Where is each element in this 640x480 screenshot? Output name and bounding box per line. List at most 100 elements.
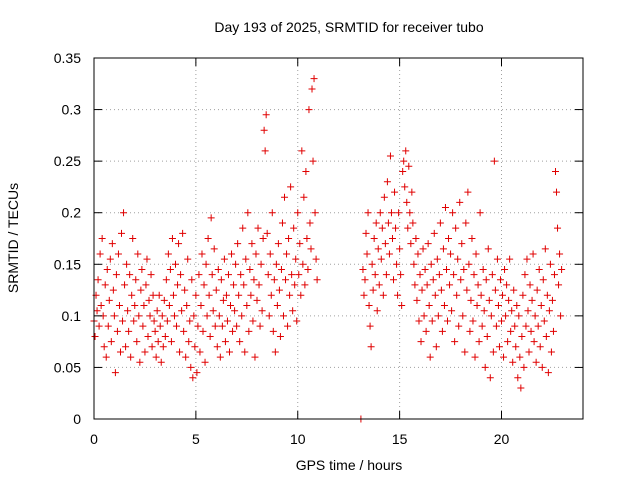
data-point (142, 281, 150, 289)
data-point (212, 286, 220, 294)
data-point (430, 229, 438, 237)
data-point (209, 307, 217, 315)
data-point (501, 265, 509, 273)
data-point (177, 271, 185, 279)
data-point (425, 302, 433, 310)
data-point (250, 276, 258, 284)
data-point (154, 338, 162, 346)
data-point (448, 307, 456, 315)
data-point (202, 260, 210, 268)
data-point (232, 260, 240, 268)
data-point (382, 271, 390, 279)
data-point (476, 209, 484, 217)
data-point (292, 255, 300, 263)
data-point (93, 307, 101, 315)
data-point (550, 271, 558, 279)
y-tick-label: 0.1 (62, 308, 82, 324)
data-point (97, 302, 105, 310)
data-point (266, 250, 274, 258)
data-point (163, 317, 171, 325)
data-point (486, 374, 494, 382)
data-point (289, 307, 297, 315)
data-point (544, 369, 552, 377)
y-tick-label: 0.3 (62, 102, 82, 118)
data-point (456, 198, 464, 206)
data-point (273, 302, 281, 310)
data-point (380, 193, 388, 201)
data-point (484, 245, 492, 253)
data-point (431, 291, 439, 299)
data-point (260, 126, 268, 134)
data-point (413, 296, 421, 304)
data-point (214, 265, 222, 273)
data-point (478, 322, 486, 330)
data-point (118, 229, 126, 237)
data-point (370, 235, 378, 242)
data-point (253, 296, 261, 304)
data-point (229, 327, 237, 335)
data-point (285, 235, 293, 242)
data-point (199, 327, 207, 335)
data-point (105, 296, 113, 304)
data-point (517, 384, 525, 392)
data-point (453, 291, 461, 299)
data-point (361, 276, 369, 284)
data-point (179, 229, 187, 237)
data-point (113, 327, 121, 335)
data-point (368, 260, 376, 268)
data-point (541, 245, 549, 253)
data-point (287, 183, 295, 191)
data-point (95, 322, 103, 330)
data-point (152, 353, 160, 361)
data-point (504, 338, 512, 346)
data-point (96, 250, 104, 258)
data-point (512, 343, 520, 351)
data-point (444, 317, 452, 325)
data-point (423, 281, 431, 289)
data-point (222, 291, 230, 299)
data-point (131, 302, 139, 310)
data-point (164, 250, 172, 258)
data-point (161, 332, 169, 340)
data-point (165, 302, 173, 310)
data-point (508, 307, 516, 315)
data-point (166, 265, 174, 273)
data-point (184, 255, 192, 263)
data-point (190, 312, 198, 320)
data-point (112, 271, 120, 279)
data-point (252, 250, 260, 258)
data-point (137, 286, 145, 294)
data-point (251, 353, 259, 361)
data-point (183, 302, 191, 310)
data-point (520, 363, 528, 371)
data-point (293, 317, 301, 325)
y-axis-title: SRMTID / TECUs (5, 183, 21, 293)
data-point (162, 276, 170, 284)
data-point (494, 302, 502, 310)
data-point (180, 327, 188, 335)
data-point (545, 307, 553, 315)
data-point (101, 281, 109, 289)
data-point (483, 332, 491, 340)
data-point (527, 327, 535, 335)
data-point (235, 291, 243, 299)
data-point (521, 271, 529, 279)
data-point (283, 250, 291, 258)
data-point (549, 327, 557, 335)
data-point (462, 219, 470, 227)
data-point (406, 209, 414, 217)
data-point (197, 302, 205, 310)
data-point (399, 167, 407, 175)
chart-title: Day 193 of 2025, SRMTID for receiver tub… (214, 19, 483, 35)
data-point (538, 363, 546, 371)
data-point (487, 312, 495, 320)
data-point (204, 235, 212, 242)
data-point (385, 250, 393, 258)
data-point (436, 219, 444, 227)
data-point (224, 271, 232, 279)
data-point (155, 291, 163, 299)
data-point (119, 317, 127, 325)
data-point (149, 291, 157, 299)
data-point (414, 250, 422, 258)
data-point (193, 369, 201, 377)
